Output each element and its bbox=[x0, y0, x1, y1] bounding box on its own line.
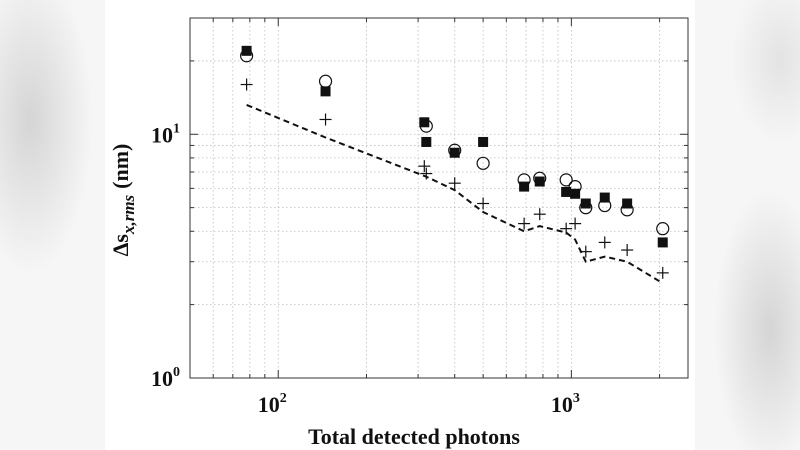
plus-point bbox=[560, 222, 573, 235]
y-axis-title-main: Δs bbox=[108, 234, 133, 257]
circle-point bbox=[476, 156, 490, 170]
plus-point bbox=[656, 266, 669, 279]
circle-point bbox=[533, 171, 547, 185]
plus-point bbox=[240, 78, 253, 91]
circle-point bbox=[517, 173, 531, 187]
square-point bbox=[421, 136, 432, 147]
square-point bbox=[449, 147, 460, 158]
plus-point bbox=[477, 197, 490, 210]
plus-point bbox=[418, 160, 431, 173]
plus-point bbox=[319, 113, 332, 126]
series-circle bbox=[240, 49, 670, 236]
circle-point bbox=[448, 143, 462, 157]
square-point bbox=[657, 237, 668, 248]
circle-point bbox=[579, 201, 593, 215]
y-axis-title-sub: x,rms bbox=[119, 194, 138, 235]
square-point bbox=[320, 86, 331, 97]
square-point bbox=[570, 188, 581, 199]
data-series bbox=[240, 45, 670, 285]
plus-point bbox=[518, 217, 531, 230]
circle-point bbox=[568, 180, 582, 194]
circle-point bbox=[419, 119, 433, 133]
circle-point bbox=[240, 49, 254, 63]
x-axis-title: Total detected photons bbox=[308, 424, 520, 449]
square-point bbox=[478, 136, 489, 147]
circle-point bbox=[620, 203, 634, 217]
plus-point bbox=[569, 217, 582, 230]
figure-panel bbox=[105, 0, 695, 450]
plus-point bbox=[621, 244, 634, 257]
square-point bbox=[561, 186, 572, 197]
dashed-trend-line bbox=[246, 103, 664, 285]
plot-area-border bbox=[189, 17, 689, 379]
series-plus bbox=[240, 78, 669, 279]
grid-lines bbox=[190, 18, 688, 378]
x-tick-label-0: 102 bbox=[258, 391, 287, 417]
plus-point bbox=[598, 236, 611, 249]
y-axis-title-unit: (nm) bbox=[108, 144, 133, 189]
series-dashed-line bbox=[246, 103, 664, 285]
x-tick-label-1: 103 bbox=[551, 391, 580, 417]
plus-point bbox=[533, 208, 546, 221]
square-point bbox=[599, 192, 610, 203]
circle-point bbox=[598, 198, 612, 213]
axis-ticks bbox=[190, 18, 688, 378]
circle-point bbox=[559, 173, 573, 187]
plus-point bbox=[448, 177, 461, 190]
y-tick-label-0: 100 bbox=[151, 365, 180, 391]
square-point bbox=[580, 198, 591, 209]
square-point bbox=[534, 176, 545, 187]
square-point bbox=[241, 45, 252, 56]
circle-point bbox=[318, 74, 333, 88]
y-tick-label-1: 101 bbox=[151, 121, 180, 147]
y-axis-title: Δsx,rms (nm) bbox=[108, 144, 138, 257]
circle-point bbox=[656, 222, 670, 236]
square-point bbox=[419, 117, 430, 128]
tick-labels: 102 103 100 101 bbox=[151, 121, 580, 417]
square-point bbox=[519, 181, 530, 192]
